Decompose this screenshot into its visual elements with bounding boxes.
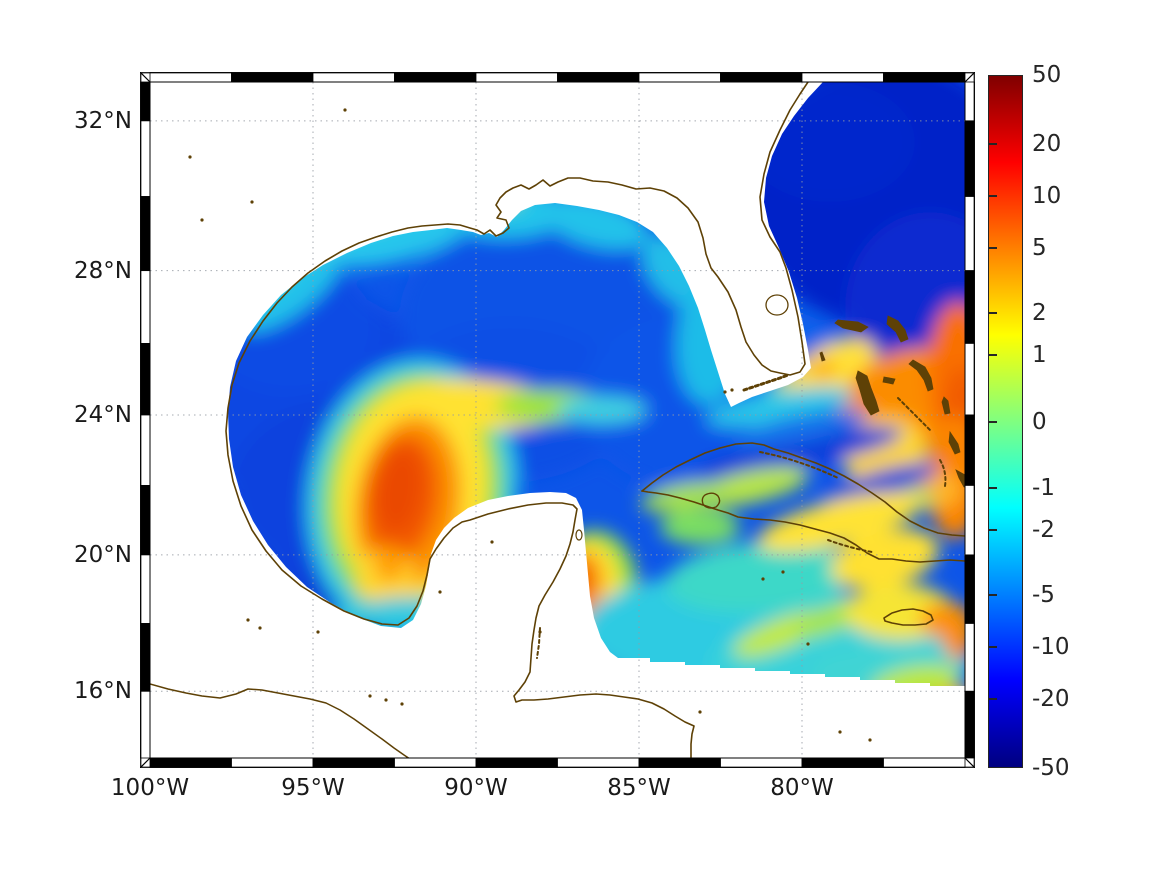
- colorbar-tick-label: -10: [1032, 634, 1070, 661]
- colorbar-tick-label: 2: [1032, 299, 1047, 326]
- islet-speck: [400, 702, 404, 706]
- colorbar-tick-label: 5: [1032, 234, 1047, 261]
- cuba-north-coast: [641, 442, 965, 537]
- cuba-north-cays: [759, 451, 839, 479]
- x-tick-label: 90°W: [444, 775, 508, 801]
- colorbar-tick-label: 1: [1032, 342, 1047, 369]
- graticule: [150, 82, 965, 758]
- islet-speck: [200, 218, 204, 222]
- y-tick-label: 28°N: [74, 257, 132, 284]
- us-florida-mexico-yucatan-honduras-coast: [225, 82, 809, 758]
- colorbar-tick-mark: [989, 142, 997, 145]
- colorbar-tick-label: -2: [1032, 517, 1055, 544]
- x-tick-label: 100°W: [110, 775, 190, 801]
- islet-speck: [246, 618, 250, 622]
- islet-speck: [781, 570, 785, 574]
- heatmap-field: [150, 82, 965, 758]
- x-tick-label: 80°W: [770, 775, 834, 801]
- cuba-south-coast: [641, 490, 965, 563]
- colorbar-tick-mark: [989, 529, 997, 532]
- colorbar-tick-label: -1: [1032, 474, 1055, 501]
- islet-speck: [258, 626, 262, 630]
- new-providence: [882, 376, 896, 385]
- land-nodata-mask: [150, 82, 965, 758]
- colorbar-tick-mark: [989, 698, 997, 701]
- colorbar-tick-mark: [989, 420, 997, 423]
- islet-speck: [316, 630, 320, 634]
- colorbar-tick-mark: [989, 246, 997, 249]
- map-plot-area: [140, 72, 975, 768]
- x-tick-label: 95°W: [281, 775, 345, 801]
- colorbar-tick-mark: [989, 486, 997, 489]
- grand-bahama: [834, 319, 869, 333]
- eleuthera: [908, 359, 934, 392]
- colorbar-tick-label: -20: [1032, 686, 1070, 713]
- islet-speck: [698, 710, 702, 714]
- islet-speck: [384, 698, 388, 702]
- colorbar-tick-mark: [989, 354, 997, 357]
- y-tick-label: 24°N: [74, 401, 132, 428]
- islet-speck: [343, 108, 347, 112]
- islet-speck: [838, 730, 842, 734]
- lake-okeechobee: [765, 294, 789, 316]
- colorbar-tick-label: -5: [1032, 582, 1055, 609]
- cuba-south-cays: [827, 539, 873, 553]
- map-svg: [140, 72, 975, 768]
- islet-speck: [250, 200, 254, 204]
- islet-speck: [723, 390, 727, 394]
- mexico-pacific-coast: [150, 683, 410, 758]
- islet-speck: [490, 540, 494, 544]
- islet-speck: [438, 590, 442, 594]
- y-tick-label: 16°N: [74, 678, 132, 705]
- y-tick-label: 20°N: [74, 541, 132, 568]
- bimini: [819, 351, 826, 362]
- colorbar-tick-mark: [989, 194, 997, 197]
- x-tick-label: 85°W: [607, 775, 671, 801]
- cozumel: [575, 529, 583, 541]
- coastlines: [150, 82, 965, 758]
- islet-speck: [730, 388, 734, 392]
- colorbar-tick-label: 10: [1032, 182, 1062, 209]
- colorbar-tick-label: 50: [1032, 62, 1062, 88]
- islet-speck: [538, 630, 542, 634]
- y-tick-label: 32°N: [74, 107, 132, 134]
- abaco: [886, 315, 909, 343]
- colorbar-tick-mark: [989, 594, 997, 597]
- long-island: [948, 430, 961, 455]
- andros: [855, 370, 880, 416]
- jamaica: [883, 608, 934, 626]
- colorbar-tick-label: -50: [1032, 755, 1070, 781]
- ragged-island-chain: [939, 459, 947, 487]
- colorbar-tick-mark: [989, 311, 997, 314]
- colorbar-tick-label: 20: [1032, 130, 1062, 157]
- crooked-acklins: [955, 469, 965, 488]
- map-frame: [140, 72, 975, 768]
- islet-speck: [868, 738, 872, 742]
- islet-speck: [806, 642, 810, 646]
- colorbar-tick-mark: [989, 646, 997, 649]
- exuma-chain: [897, 397, 931, 431]
- colorbar-tick-label: 0: [1032, 408, 1047, 435]
- islet-speck: [368, 694, 372, 698]
- islet-speck: [761, 577, 765, 581]
- islet-speck: [188, 155, 192, 159]
- isla-de-la-juventud: [701, 492, 721, 509]
- florida-keys-chain: [742, 373, 790, 392]
- cat-island: [941, 396, 951, 415]
